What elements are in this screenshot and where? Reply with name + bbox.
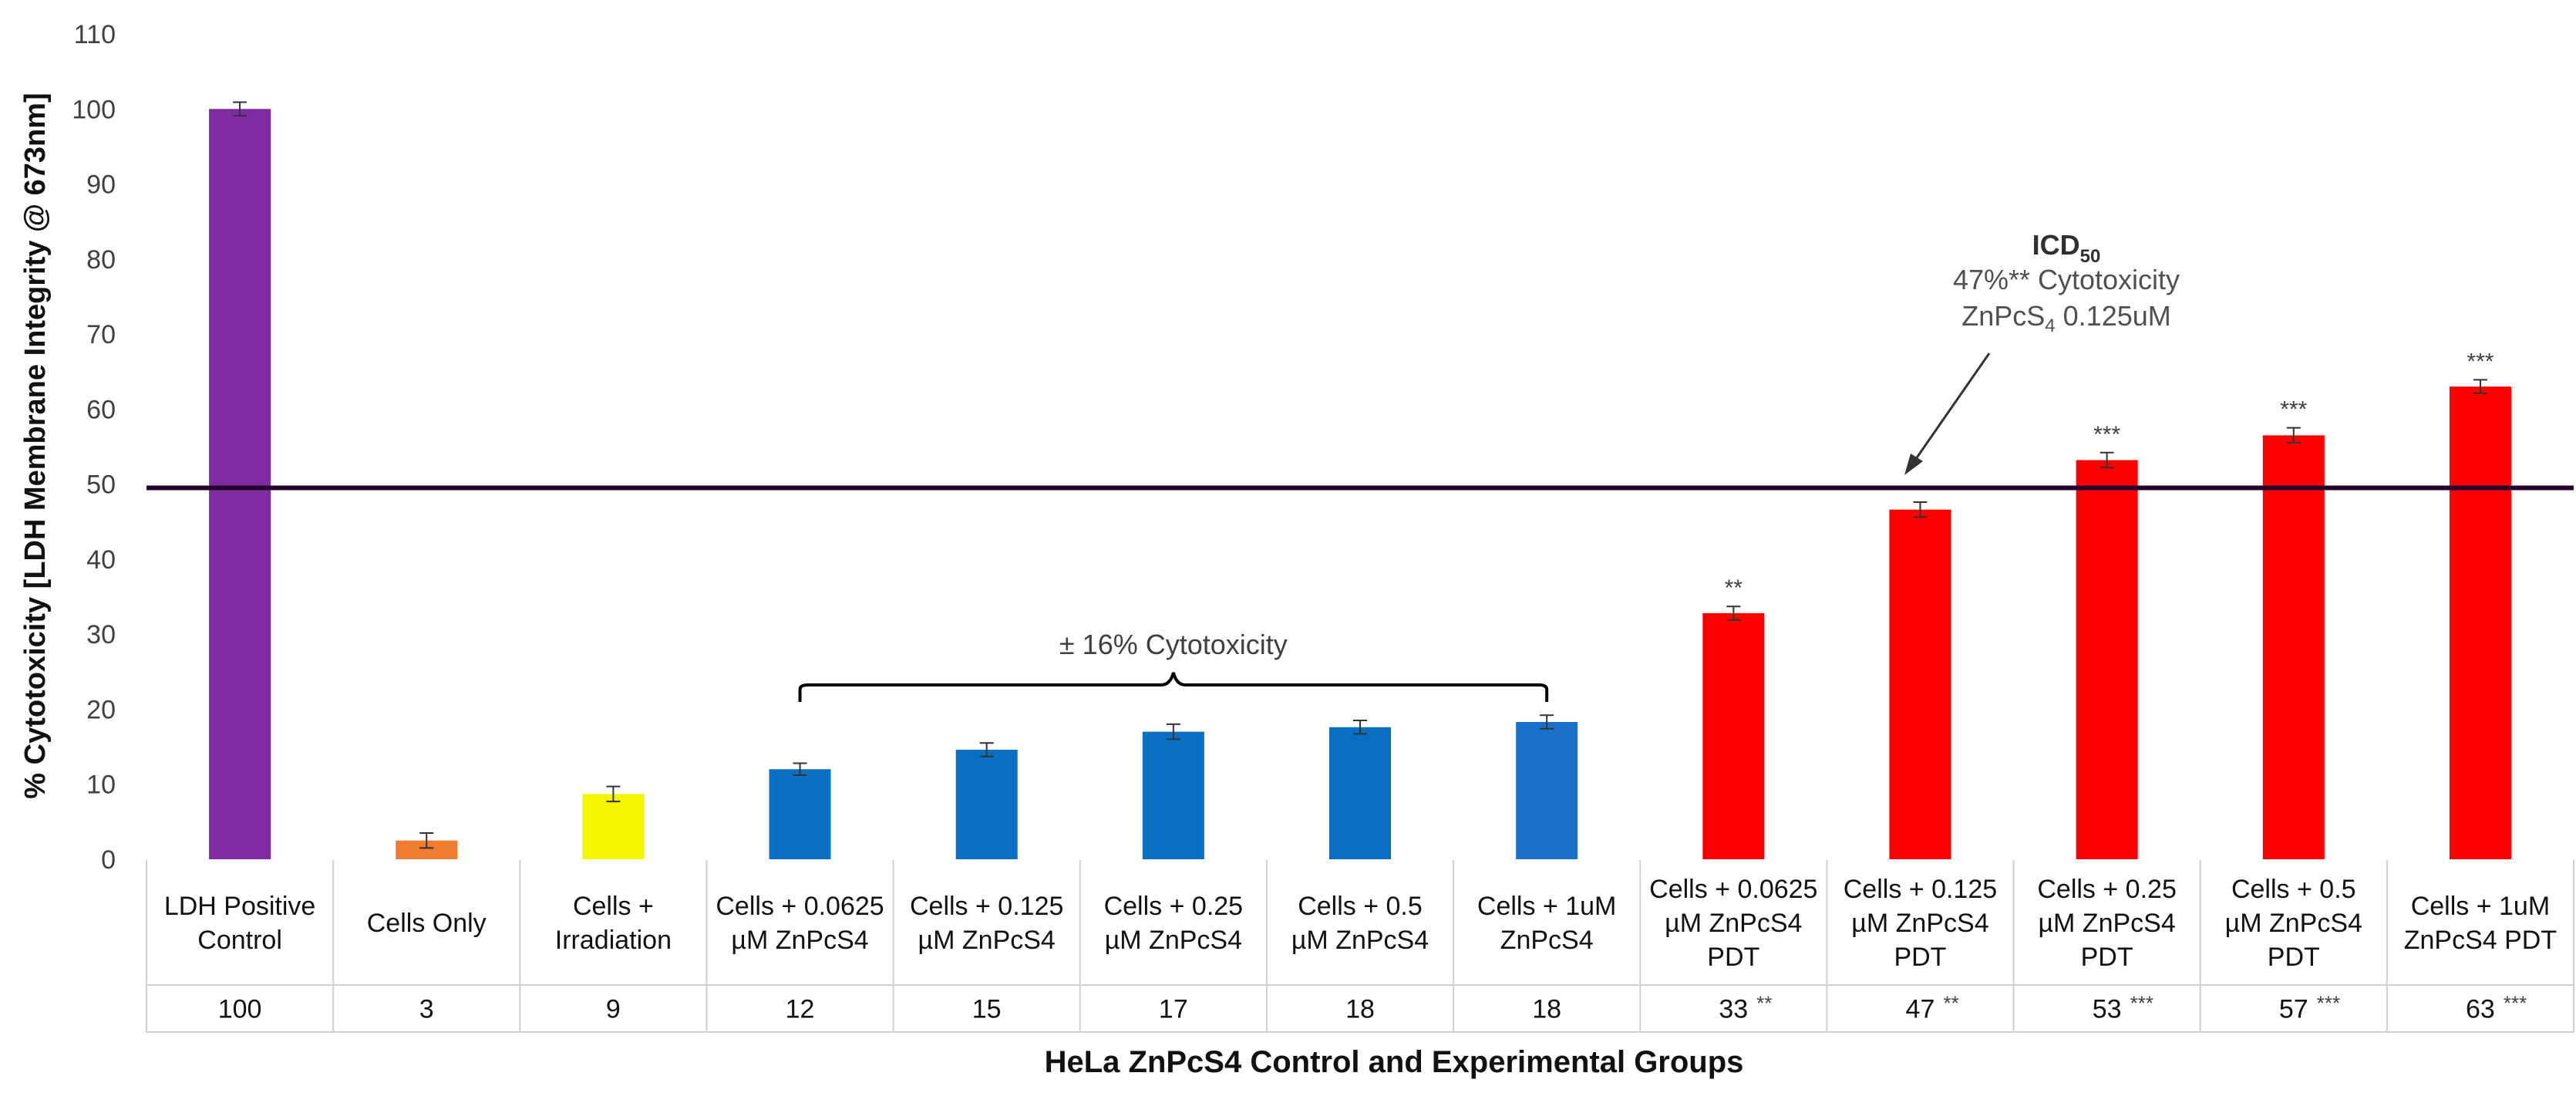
icd50-line2: ZnPcS4 0.125uM [1961, 300, 2171, 336]
y-tick-label: 10 [86, 771, 116, 800]
table-value: 33 [1719, 995, 1748, 1024]
category-label: Cells + 0.5 µM ZnPcS4 PDT [2225, 875, 2362, 972]
table-value: 15 [972, 995, 1002, 1024]
table-value: 57 [2279, 995, 2308, 1024]
table-significance: *** [2504, 992, 2527, 1015]
category-label: Cells + 0.125 µM ZnPcS4 [910, 892, 1063, 955]
bar [1142, 731, 1204, 859]
y-tick-label: 110 [74, 20, 116, 49]
bar [1702, 612, 1765, 859]
table-value: 3 [419, 995, 434, 1024]
icd50-heading: ICD50 [2032, 229, 2101, 267]
y-tick-label: 20 [86, 695, 116, 724]
bar [2076, 460, 2138, 859]
icd50-annotation: ICD50 47%** Cytotoxicity ZnPcS4 0.125uM [1904, 229, 2180, 475]
table-value: 18 [1532, 995, 1561, 1024]
y-tick-label: 100 [72, 95, 116, 124]
y-axis-label: % Cytotoxicity [LDH Membrane Integrity @… [19, 93, 52, 798]
table-value: 17 [1159, 995, 1188, 1024]
table-value: 53 [2093, 995, 2122, 1024]
y-tick-label: 70 [86, 320, 116, 349]
category-label: Cells Only [367, 909, 487, 938]
table-value: 63 [2466, 995, 2495, 1024]
x-axis-label: HeLa ZnPcS4 Control and Experimental Gro… [1045, 1045, 1744, 1079]
category-label: Cells + 0.25 µM ZnPcS4 PDT [2037, 875, 2177, 972]
table-significance: ** [1756, 992, 1772, 1015]
y-tick-label: 80 [86, 245, 116, 275]
category-label: Cells + 0.0625 µM ZnPcS4 [716, 892, 884, 955]
bar [2449, 386, 2511, 859]
category-label: Cells + 1uM ZnPcS4 [1477, 892, 1616, 955]
bar [1329, 727, 1391, 859]
category-label: Cells + 0.0625 µM ZnPcS4 PDT [1649, 875, 1817, 972]
bracket-label: ± 16% Cytotoxicity [1059, 629, 1288, 660]
table-significance: *** [2130, 992, 2153, 1015]
table-significance: ** [1943, 992, 1958, 1015]
y-tick-label: 60 [86, 395, 116, 424]
bar [955, 749, 1018, 859]
bar [2262, 435, 2325, 859]
icd50-line1: 47%** Cytotoxicity [1953, 264, 2180, 295]
bracket-annotation: ± 16% Cytotoxicity [798, 629, 1549, 702]
significance-marker: *** [2467, 349, 2494, 374]
category-label: Cells + 1uM ZnPcS4 PDT [2404, 892, 2557, 955]
y-tick-label: 40 [86, 545, 116, 575]
table-value: 9 [606, 995, 621, 1024]
bar [1516, 721, 1578, 859]
bar [209, 109, 271, 860]
table-value: 18 [1345, 995, 1375, 1024]
category-label: Cells + 0.125 µM ZnPcS4 PDT [1844, 875, 1997, 972]
significance-marker: ** [1725, 575, 1743, 601]
table-value: 100 [218, 995, 262, 1024]
table-value: 12 [786, 995, 815, 1024]
category-label: Cells + Irradiation [555, 892, 672, 955]
category-label: Cells + 0.5 µM ZnPcS4 [1291, 892, 1429, 955]
curly-brace [798, 672, 1549, 702]
y-tick-label: 90 [86, 170, 116, 200]
significance-marker: *** [2093, 422, 2120, 447]
table-value: 47 [1906, 995, 1935, 1024]
category-label: Cells + 0.25 µM ZnPcS4 [1104, 892, 1244, 955]
table-significance: *** [2317, 992, 2340, 1015]
y-tick-label: 30 [86, 620, 116, 649]
icd50-arrowhead [1904, 454, 1923, 475]
bar [582, 794, 645, 859]
significance-marker: *** [2280, 397, 2307, 423]
y-tick-label: 0 [101, 845, 116, 875]
icd50-arrow [1911, 352, 1991, 465]
y-tick-label: 50 [86, 471, 116, 500]
bar [1889, 509, 1951, 859]
category-label: LDH Positive Control [164, 892, 316, 955]
bar [769, 769, 831, 859]
